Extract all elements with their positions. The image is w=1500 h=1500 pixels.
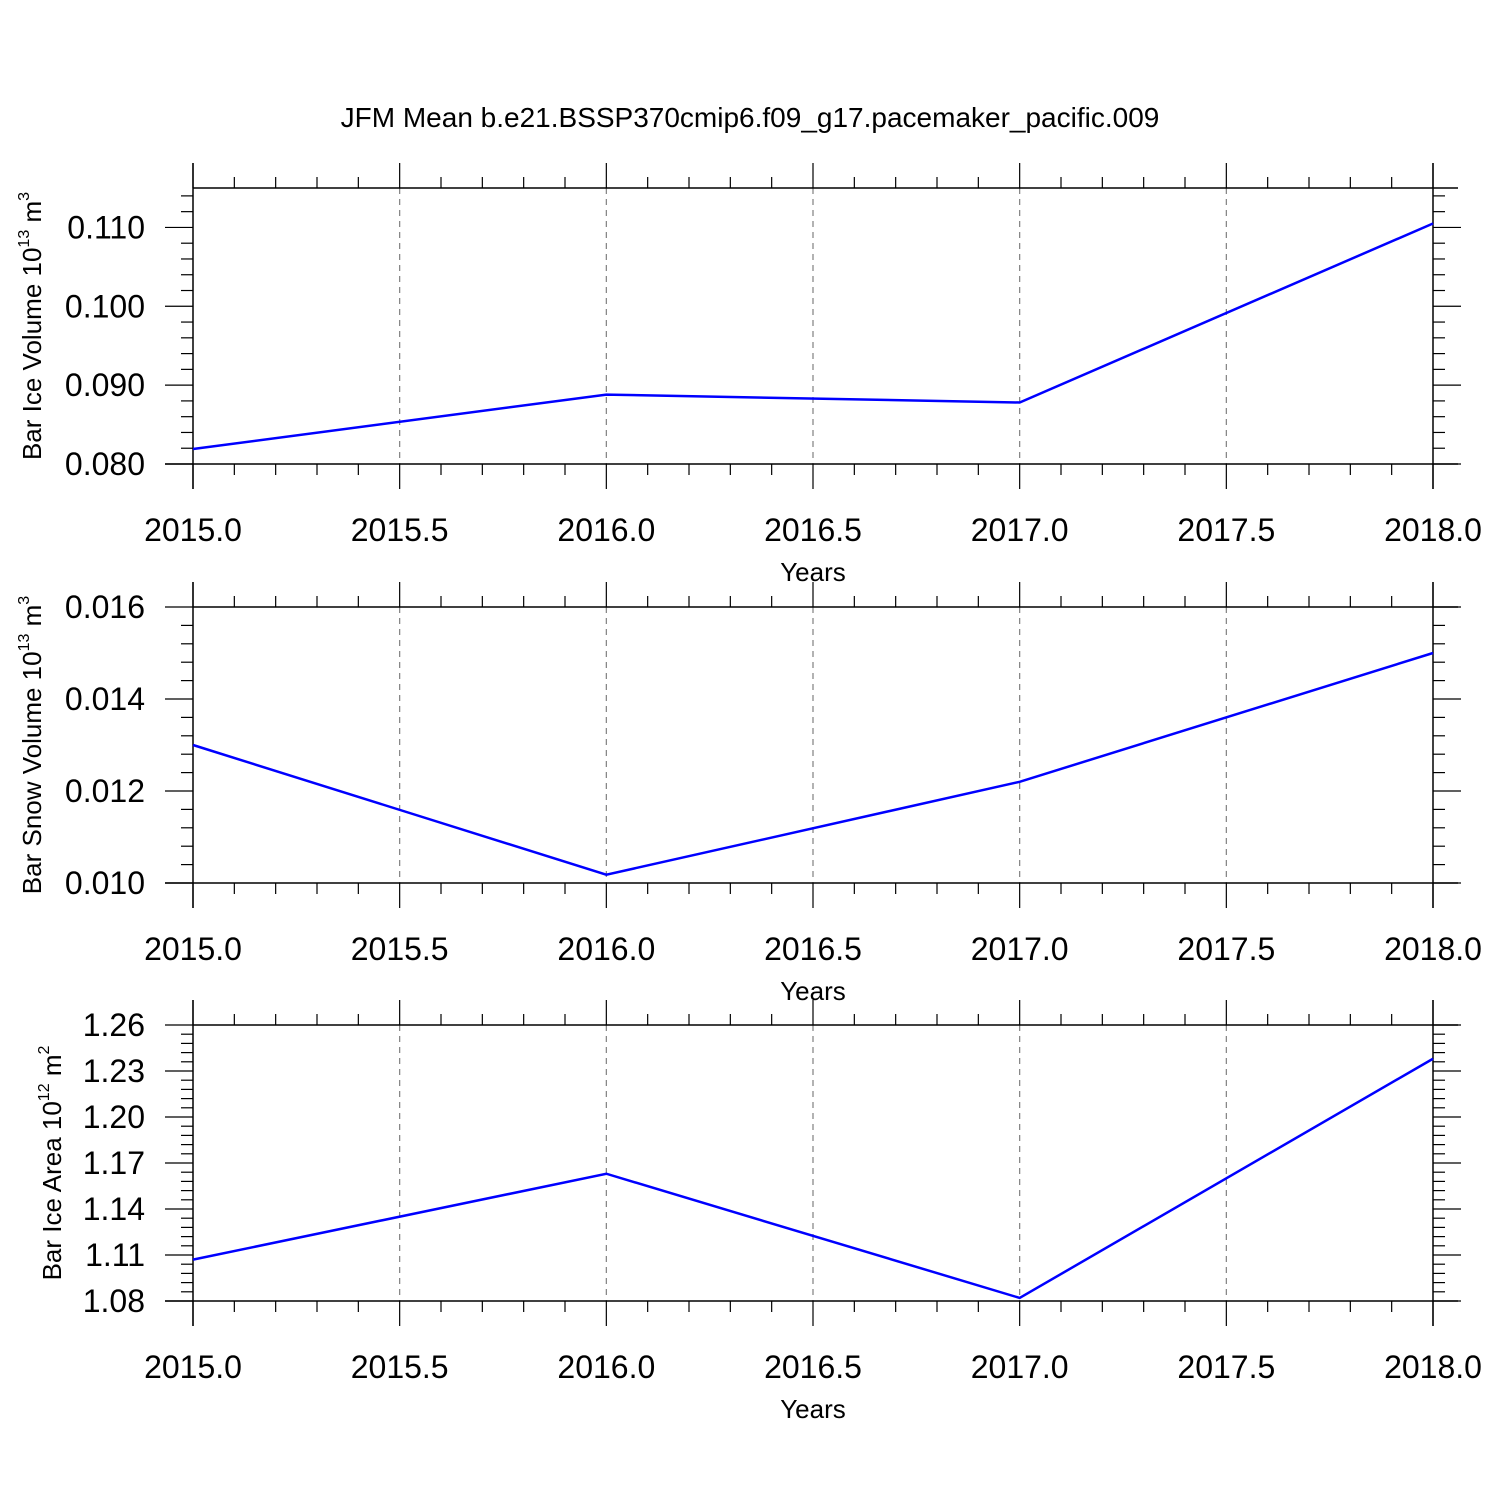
panels: 2015.0 2015.5 2016.0 2016.5 2017.0 2017.5 2018… [16, 163, 1482, 1424]
y-axis-label: Bar Ice Area 1012 m2 [36, 1045, 67, 1280]
x-tick-label: 2016.5 [764, 931, 862, 967]
y-axis-label: Bar Snow Volume 1013 m3 [16, 596, 47, 895]
panel-1: 2015.0 2015.5 2016.0 2016.5 2017.0 2017.5 2018… [16, 163, 1482, 587]
x-tick-label: 2018.0 [1384, 1349, 1482, 1385]
x-tick-label: 2015.0 [144, 1349, 242, 1385]
series-line [192, 222, 1434, 451]
x-tick-label: 2018.0 [1384, 931, 1482, 967]
y-axis-label-exponent: 13 [16, 230, 33, 248]
y-tick-label: 0.110 [67, 209, 145, 245]
y-axis-label-exponent: 12 [36, 1083, 53, 1101]
y-tick-label: 0.012 [65, 773, 145, 809]
x-tick-label: 2018.0 [1384, 512, 1482, 548]
y-tick-label: 0.080 [65, 446, 145, 482]
panel-3: 2015.0 2015.5 2016.0 2016.5 2017.0 2017.5 2018… [36, 1000, 1482, 1424]
x-tick-label: 2017.5 [1177, 512, 1275, 548]
y-axis-label-unit: m [17, 201, 47, 230]
x-tick-label: 2017.5 [1177, 931, 1275, 967]
x-tick-label: 2017.0 [971, 512, 1069, 548]
x-tick-label: 2015.5 [351, 512, 449, 548]
x-tick-label: 2016.5 [764, 1349, 862, 1385]
y-tick-label: 0.100 [65, 288, 145, 324]
x-tick-label: 2017.5 [1177, 1349, 1275, 1385]
x-tick-label: 2016.0 [557, 1349, 655, 1385]
y-tick-label: 0.010 [65, 865, 145, 901]
x-axis-label: Years [780, 1394, 846, 1424]
x-tick-label: 2016.5 [764, 512, 862, 548]
y-tick-label: 1.20 [83, 1099, 145, 1135]
y-tick-label: 1.08 [83, 1283, 145, 1319]
y-tick-label: 0.014 [65, 681, 145, 717]
series-line [192, 651, 1434, 877]
y-axis-label-text: Bar Ice Area 10 [37, 1101, 67, 1280]
y-axis-label: Bar Ice Volume 1013 m3 [16, 192, 47, 460]
x-tick-label: 2015.0 [144, 512, 242, 548]
y-axis-label-text: Bar Snow Volume 10 [17, 651, 47, 894]
y-axis-label-unit-exponent: 2 [36, 1045, 53, 1054]
y-tick-label: 1.26 [83, 1007, 145, 1043]
y-tick-label: 0.016 [65, 589, 145, 625]
y-axis-label-text: Bar Ice Volume 10 [17, 248, 47, 460]
x-tick-label: 2017.0 [971, 1349, 1069, 1385]
x-tick-label: 2017.0 [971, 931, 1069, 967]
x-tick-label: 2016.0 [557, 931, 655, 967]
x-tick-label: 2015.0 [144, 931, 242, 967]
x-tick-label: 2016.0 [557, 512, 655, 548]
y-axis-label-unit-exponent: 3 [16, 192, 33, 201]
y-tick-label: 0.090 [65, 367, 145, 403]
y-axis-label-exponent: 13 [16, 633, 33, 651]
y-axis-label-unit-exponent: 3 [16, 596, 33, 605]
y-tick-label: 1.17 [83, 1145, 145, 1181]
panel-2: 2015.0 2015.5 2016.0 2016.5 2017.0 2017.5 2018… [16, 582, 1482, 1006]
x-tick-label: 2015.5 [351, 931, 449, 967]
y-tick-label: 1.23 [83, 1053, 145, 1089]
series-line [192, 1057, 1434, 1300]
y-axis-label-unit: m [37, 1054, 67, 1083]
chart-title: JFM Mean b.e21.BSSP370cmip6.f09_g17.pace… [341, 102, 1160, 133]
x-tick-label: 2015.5 [351, 1349, 449, 1385]
y-tick-label: 1.11 [85, 1237, 145, 1273]
y-axis-label-unit: m [17, 605, 47, 634]
y-tick-label: 1.14 [83, 1191, 145, 1227]
